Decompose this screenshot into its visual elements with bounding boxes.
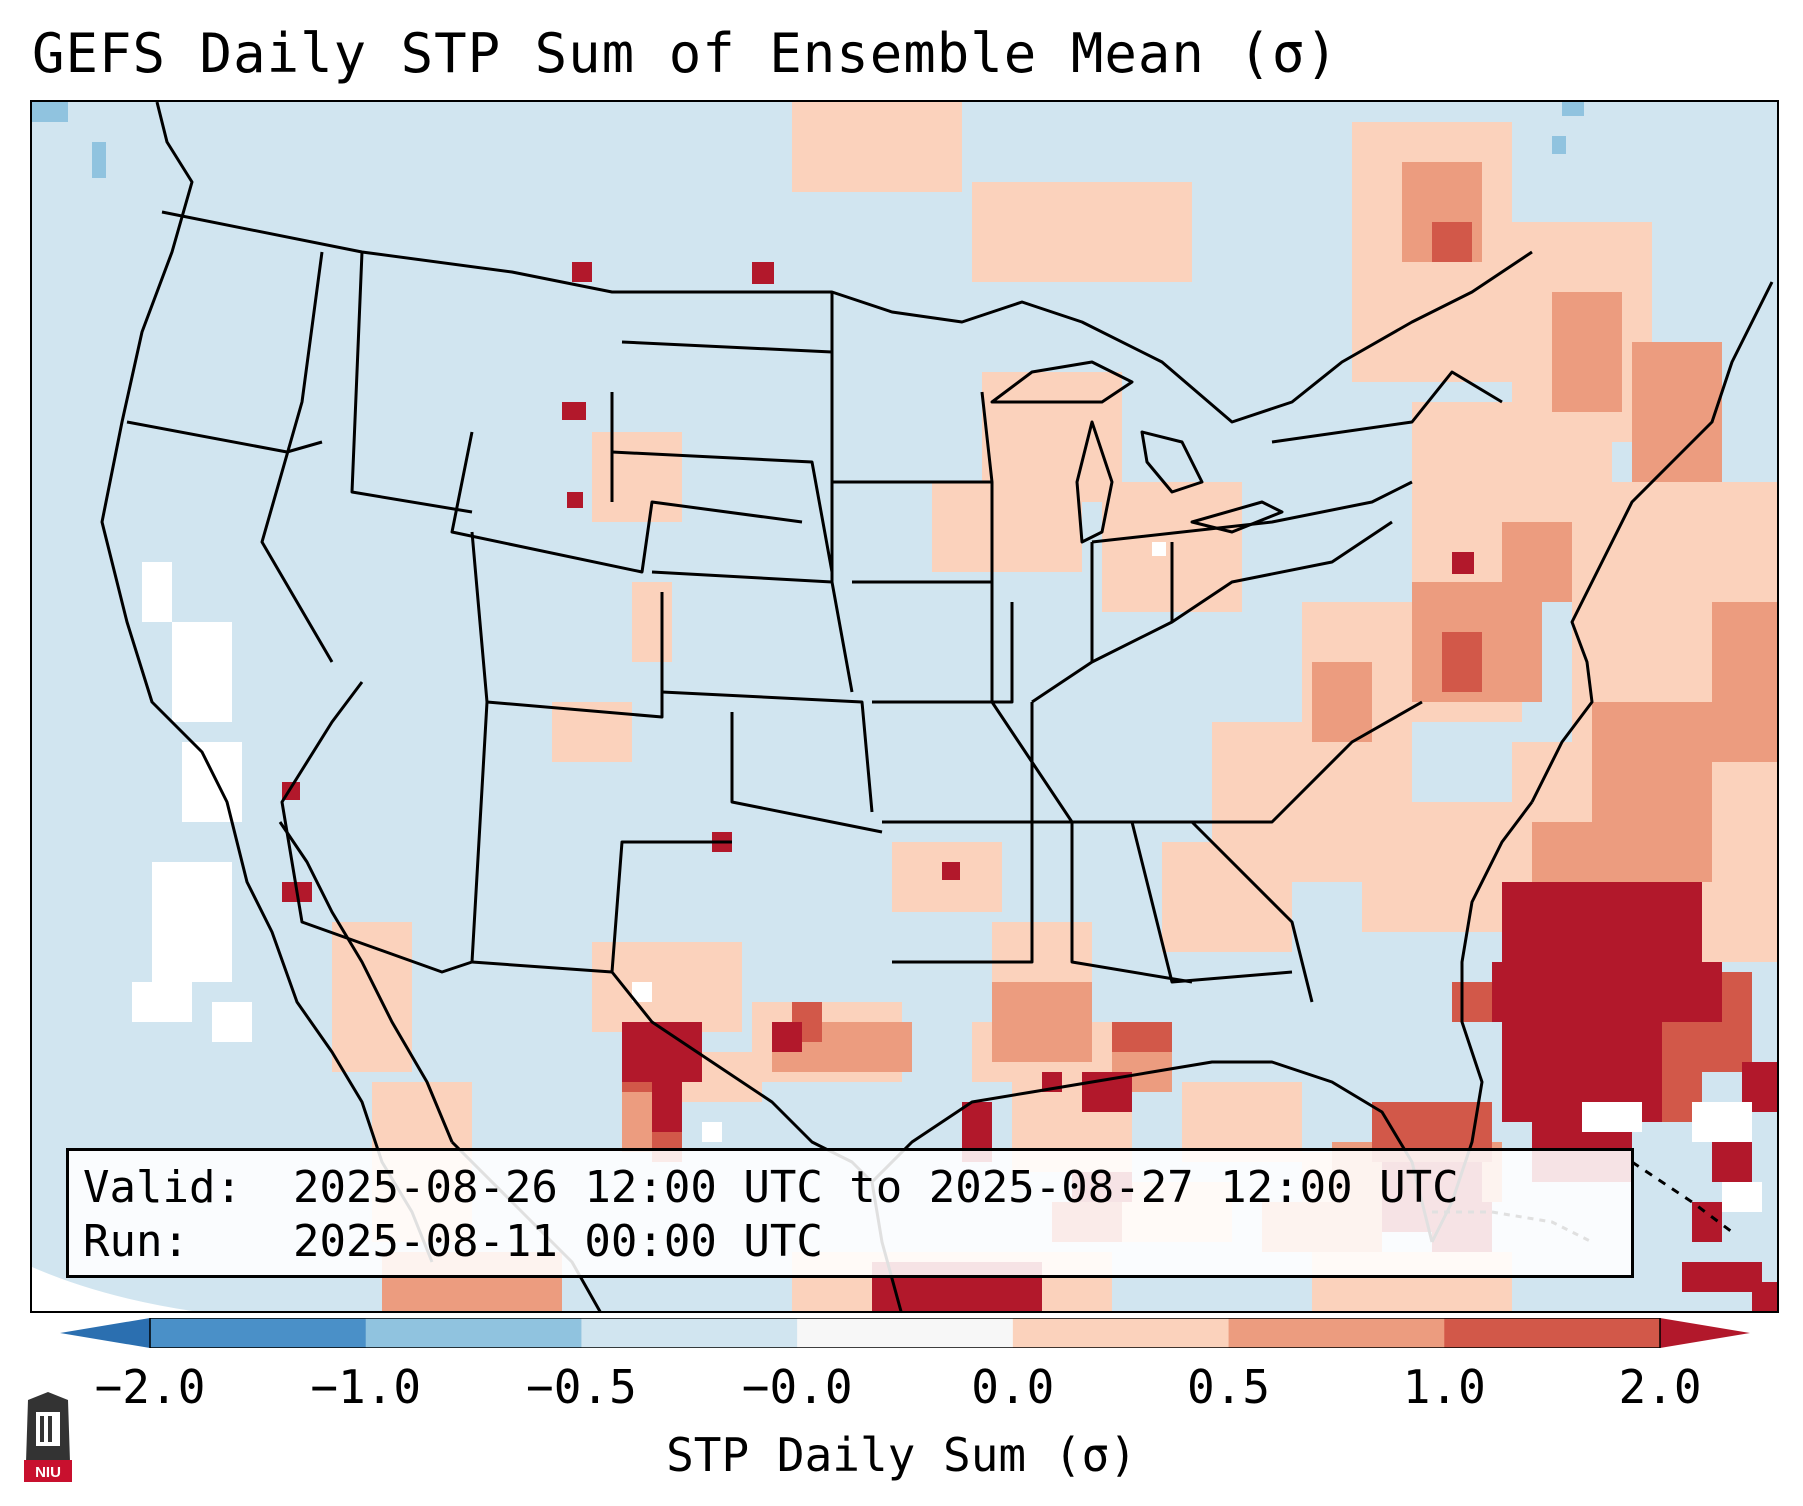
colorbar-tick-label: −0.5 bbox=[526, 1360, 637, 1414]
colorbar-bin bbox=[365, 1318, 582, 1348]
run-value: 2025-08-11 00:00 UTC bbox=[293, 1216, 823, 1267]
map-svg bbox=[32, 102, 1777, 1311]
colorbar-bin bbox=[150, 1318, 367, 1348]
logo-text: NIU bbox=[35, 1464, 61, 1481]
colorbar-tick-label: 0.0 bbox=[971, 1360, 1055, 1414]
map-panel bbox=[30, 100, 1779, 1313]
valid-line: Valid: 2025-08-26 12:00 UTC to 2025-08-27… bbox=[83, 1161, 1617, 1215]
colorbar bbox=[60, 1318, 1750, 1348]
colorbar-bin bbox=[1012, 1318, 1230, 1348]
colorbar-bin bbox=[1228, 1318, 1445, 1348]
colorbar-extend-high bbox=[1660, 1318, 1750, 1348]
colorbar-bin bbox=[797, 1318, 1014, 1348]
colorbar-extend-low bbox=[60, 1318, 150, 1348]
run-line: Run: 2025-08-11 00:00 UTC bbox=[83, 1215, 1617, 1269]
colorbar-outline bbox=[149, 1318, 1661, 1348]
run-label: Run: bbox=[83, 1216, 189, 1267]
valid-value: 2025-08-26 12:00 UTC to 2025-08-27 12:00… bbox=[293, 1162, 1459, 1213]
colorbar-label: STP Daily Sum (σ) bbox=[666, 1428, 1137, 1482]
colorbar-tick-label: −0.0 bbox=[741, 1360, 853, 1414]
colorbar-bins bbox=[150, 1318, 1661, 1348]
colorbar-tick-label: 2.0 bbox=[1618, 1360, 1702, 1414]
chart-title: GEFS Daily STP Sum of Ensemble Mean (σ) bbox=[32, 22, 1339, 85]
anomaly-cells-negative bbox=[32, 102, 1584, 178]
colorbar-bin bbox=[1444, 1318, 1661, 1348]
colorbar-tick-label: 1.0 bbox=[1402, 1360, 1486, 1414]
valid-label: Valid: bbox=[83, 1162, 242, 1213]
colorbar-tick-label: −2.0 bbox=[94, 1360, 206, 1414]
niu-logo: NIU bbox=[24, 1392, 72, 1482]
projection-edge bbox=[32, 1267, 193, 1311]
colorbar-tick-label: 0.5 bbox=[1187, 1360, 1271, 1414]
validity-info-box: Valid: 2025-08-26 12:00 UTC to 2025-08-27… bbox=[66, 1148, 1634, 1278]
anomaly-cells-neutral bbox=[132, 542, 1762, 1212]
colorbar-bin bbox=[581, 1318, 798, 1348]
colorbar-tick-label: −1.0 bbox=[310, 1360, 422, 1414]
